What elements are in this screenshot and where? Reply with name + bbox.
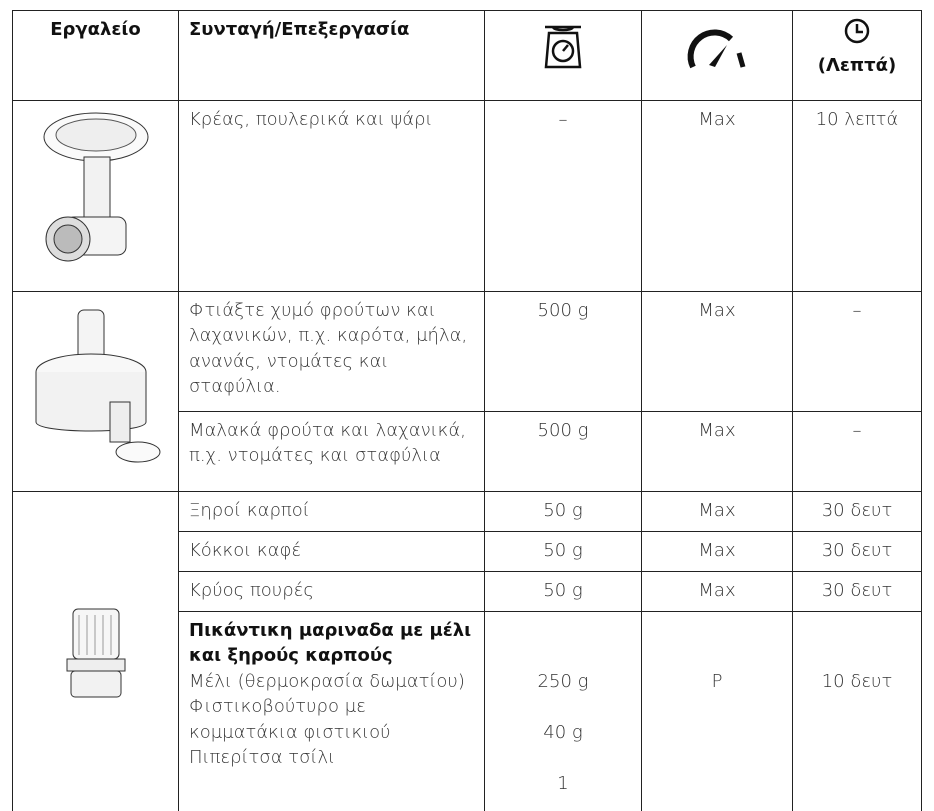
clock-icon: [844, 18, 870, 44]
speed-cell: Max: [641, 100, 793, 292]
tool-cell: [12, 290, 179, 492]
recipe-cell: Ξηροί καρποί: [178, 490, 485, 532]
row: Κόκκοι καφέ 50 g Max 30 δευτ: [13, 530, 922, 572]
ingredient-quantity: 40 g: [543, 721, 583, 743]
recipe-cell: Κόκκοι καφέ: [178, 530, 485, 572]
spacer: [652, 618, 782, 669]
header-cell: [641, 10, 793, 101]
spacer: [803, 618, 911, 669]
ingredient-quantity: 250 g: [537, 670, 589, 692]
time-cell: –: [792, 410, 922, 492]
time-cell: 10 λεπτά: [792, 100, 922, 292]
recipe-title: Πικάντικη μαριναδα με μέλι και ξηρούς κα…: [189, 619, 472, 667]
spacer: [495, 618, 631, 669]
time-cell: 30 δευτ: [792, 530, 922, 572]
quantity-cell: 500 g: [484, 290, 642, 412]
settings-table: Εργαλείο Συνταγή/Επεξεργασία (Λεπτά) Κρέ…: [12, 10, 922, 811]
header-cell: Εργαλείο: [12, 10, 179, 101]
grinder-image: [66, 608, 125, 698]
quantity-cell: 50 g: [484, 490, 642, 532]
tool-cell: [12, 100, 179, 292]
time: 10 δευτ: [821, 670, 893, 692]
recipe-cell: Πικάντικη μαριναδα με μέλι και ξηρούς κα…: [178, 610, 485, 811]
scale-icon: [544, 25, 582, 69]
row: Κρέας, πουλερικά και ψάρι – Max 10 λεπτά: [12, 100, 922, 292]
recipe-cell: Φτιάξτε χυμό φρούτων και λαχανικών, π.χ.…: [178, 290, 485, 412]
mincer-image: [43, 112, 148, 262]
recipe-cell: Μαλακά φρούτα και λαχανικά, π.χ. ντομάτε…: [178, 410, 485, 492]
speed-cell: P: [641, 610, 793, 811]
time-cell: 30 δευτ: [792, 570, 922, 612]
ingredient: Πιπερίτσα τσίλι: [189, 747, 336, 768]
row: Ξηροί καρποί 50 g Max 30 δευτ: [12, 490, 922, 811]
quantity-cell: 50 g: [484, 530, 642, 572]
tool-cell: [12, 490, 179, 811]
quantity-cell: –: [484, 100, 642, 292]
quantity-cell: 250 g 40 g 1: [484, 610, 642, 811]
quantity-cell: 50 g: [484, 570, 642, 612]
header-cell: Συνταγή/Επεξεργασία: [178, 10, 485, 101]
recipe-cell: Κρέας, πουλερικά και ψάρι: [178, 100, 485, 292]
speed-cell: Max: [641, 290, 793, 412]
row: Πικάντικη μαριναδα με μέλι και ξηρούς κα…: [13, 610, 922, 811]
speed-icon: [687, 29, 746, 69]
row: Φτιάξτε χυμό φρούτων και λαχανικών, π.χ.…: [12, 290, 922, 492]
juicer-image: [35, 309, 160, 463]
time-unit: (Λεπτά): [817, 54, 897, 76]
ingredient: Φιστικοβούτυρο με κομματάκια φιστικιού: [189, 696, 391, 743]
time-cell: 30 δευτ: [792, 490, 922, 532]
header-cell: (Λεπτά): [792, 10, 922, 101]
row: Κρύος πουρές 50 g Max 30 δευτ: [13, 570, 922, 612]
time-cell: 10 δευτ: [792, 610, 922, 811]
speed-cell: Max: [641, 570, 793, 612]
speed-cell: Max: [641, 410, 793, 492]
ingredient: Μέλι (θερμοκρασία δωματίου): [189, 670, 465, 692]
speed-cell: Max: [641, 490, 793, 532]
header-cell: [484, 10, 642, 101]
speed-cell: Max: [641, 530, 793, 572]
ingredient-quantity: 1: [557, 772, 569, 794]
speed: P: [711, 670, 723, 692]
quantity-cell: 500 g: [484, 410, 642, 492]
time-cell: –: [792, 290, 922, 412]
recipe-cell: Κρύος πουρές: [178, 570, 485, 612]
header-row: Εργαλείο Συνταγή/Επεξεργασία (Λεπτά): [12, 10, 922, 101]
